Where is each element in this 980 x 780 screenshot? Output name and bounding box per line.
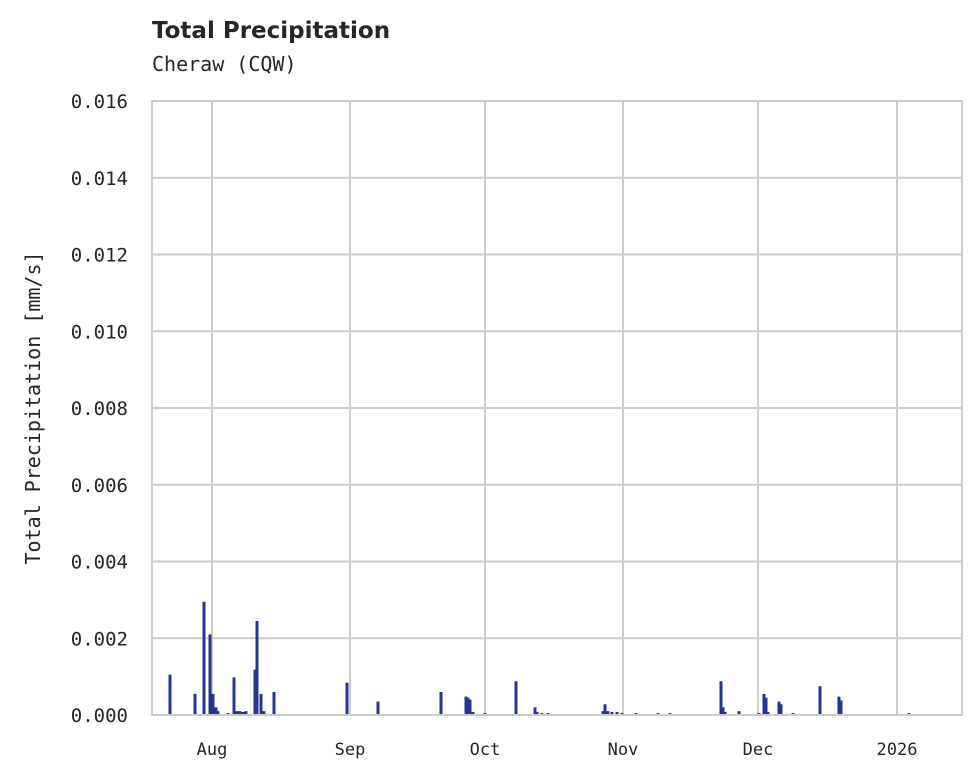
precipitation-bar: [253, 669, 257, 715]
precipitation-bar: [839, 700, 843, 715]
y-tick-label: 0.000: [71, 705, 128, 727]
precipitation-bar: [606, 711, 610, 715]
x-tick-label: Oct: [470, 740, 501, 760]
precipitation-bar: [766, 711, 770, 715]
precipitation-bar: [818, 686, 822, 715]
precipitation-bar: [837, 696, 841, 715]
precipitation-bar: [259, 693, 263, 715]
precipitation-bar: [208, 634, 212, 715]
precipitation-bar: [466, 697, 470, 715]
precipitation-bar: [439, 691, 443, 715]
precipitation-bar: [615, 711, 619, 715]
precipitation-bar: [216, 711, 220, 715]
precipitation-bar: [241, 711, 245, 715]
precipitation-bar: [238, 711, 242, 715]
y-tick-label: 0.002: [71, 628, 128, 650]
precipitation-bar: [211, 693, 215, 715]
precipitation-bar: [603, 704, 607, 715]
x-axis-ticks: Aug Sep Oct Nov Dec 2026: [197, 740, 918, 760]
x-tick-label: Nov: [608, 740, 639, 760]
precipitation-bar: [610, 711, 614, 715]
precipitation-bar: [601, 711, 605, 715]
precipitation-bar: [345, 682, 349, 715]
precipitation-bar: [777, 701, 781, 715]
precipitation-bars: [168, 601, 911, 715]
precipitation-bar: [471, 711, 475, 715]
x-tick-label: Sep: [335, 740, 366, 760]
precipitation-bar: [535, 711, 539, 715]
precipitation-bar: [719, 681, 723, 715]
x-tick-label: Aug: [197, 740, 228, 760]
y-tick-label: 0.014: [71, 168, 128, 190]
chart-title: Total Precipitation: [152, 18, 391, 44]
precipitation-bar: [262, 711, 266, 715]
precipitation-bar: [235, 711, 239, 715]
gridlines: [152, 100, 962, 716]
y-tick-label: 0.012: [71, 245, 128, 267]
x-tick-label: Dec: [743, 740, 774, 760]
chart-subtitle: Cheraw (CQW): [152, 52, 297, 76]
precipitation-bar: [468, 699, 472, 715]
precipitation-bar: [779, 704, 783, 715]
y-tick-label: 0.006: [71, 475, 128, 497]
precipitation-bar: [232, 677, 236, 715]
precipitation-bar: [737, 711, 741, 715]
precipitation-bar: [376, 701, 380, 715]
precipitation-bar: [721, 707, 725, 715]
y-tick-label: 0.008: [71, 398, 128, 420]
precipitation-bar: [244, 711, 248, 715]
x-tick-label: 2026: [877, 740, 918, 760]
precipitation-bar: [193, 693, 197, 715]
precipitation-bar: [202, 601, 206, 715]
precipitation-bar: [168, 674, 172, 715]
precipitation-bar: [464, 696, 468, 715]
precipitation-bar: [255, 620, 259, 715]
y-axis-ticks: 0.000 0.002 0.004 0.006 0.008 0.010 0.012 0.014…: [71, 91, 128, 727]
precipitation-bar: [762, 693, 766, 715]
precipitation-bar: [272, 691, 276, 715]
precipitation-bar: [723, 711, 727, 715]
y-tick-label: 0.010: [71, 321, 128, 343]
precipitation-bar: [514, 681, 518, 715]
precipitation-bar: [764, 697, 768, 715]
precipitation-bar: [214, 707, 218, 715]
y-tick-label: 0.016: [71, 91, 128, 113]
precipitation-bar: [533, 707, 537, 715]
plot-frame: [151, 100, 963, 716]
y-tick-label: 0.004: [71, 552, 128, 574]
